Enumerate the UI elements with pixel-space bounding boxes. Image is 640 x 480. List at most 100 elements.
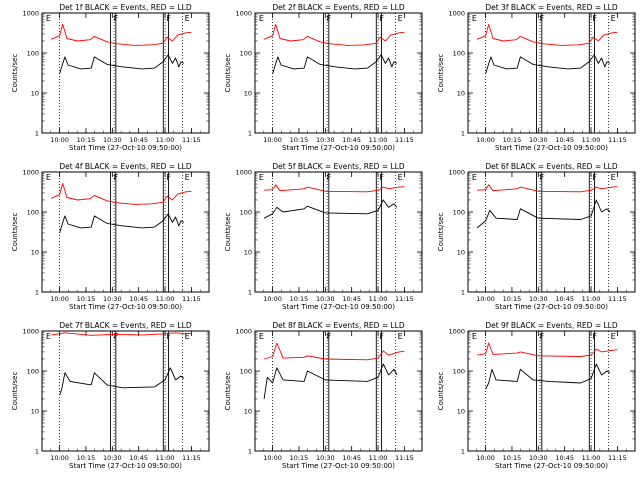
lld-rate-series [50,182,192,205]
panel-1: Det 1f BLACK = Events, RED = LLD 1 10 100 10… [11,3,210,152]
y-axis-label: Counts/sec [224,54,232,93]
x-tick-label: 10:00 [263,136,282,144]
panel-title: Det 7f BLACK = Events, RED = LLD [59,321,192,330]
y-tick-label: 100 [453,368,465,376]
x-tick-label: 11:00 [369,136,388,144]
y-tick-label: 1000 [448,10,465,18]
panel-3: Det 3f BLACK = Events, RED = LLD 1 10 100 10… [437,3,636,152]
x-tick-label: 10:00 [476,295,495,303]
panel-title: Det 6f BLACK = Events, RED = LLD [485,162,618,171]
y-tick-label: 1000 [448,169,465,177]
x-tick-label: 10:45 [555,295,574,303]
panel-9: Det 9f BLACK = Events, RED = LLD 1 10 100 10… [437,321,636,470]
event-rate-series [59,213,185,234]
x-tick-label: 10:30 [103,454,122,462]
flag-letter: F [379,173,384,182]
lld-rate-series [264,184,405,193]
panel-8: Det 8f BLACK = Events, RED = LLD 1 10 100 10… [224,321,423,470]
x-axis-label: Start Time (27-Oct-10 09:50:00) [282,462,395,470]
y-tick-label: 100 [240,209,252,217]
lld-rate-series [476,23,618,46]
flag-letter: E [472,332,477,341]
flag-letter: F [592,332,597,341]
x-tick-label: 11:15 [395,136,414,144]
flag-letter: E [185,14,190,23]
x-axis-label: Start Time (27-Oct-10 09:50:00) [495,462,608,470]
plot-frame [467,330,636,452]
x-axis-label: Start Time (27-Oct-10 09:50:00) [495,144,608,152]
x-tick-label: 10:00 [50,454,69,462]
y-tick-label: 1000 [235,10,252,18]
y-axis-label: Counts/sec [11,372,19,411]
flag-letter: F [540,173,545,182]
x-axis-label: Start Time (27-Oct-10 09:50:00) [69,462,182,470]
plot-frame [254,12,423,134]
flag-letter: E [611,332,616,341]
y-tick-label: 100 [27,50,39,58]
lld-rate-series [263,23,405,46]
y-axis-label: Counts/sec [11,213,19,252]
y-tick-label: 100 [240,368,252,376]
flag-letter: F [114,14,119,23]
flag-letter: F [166,14,171,23]
event-rate-series [485,54,611,75]
x-tick-label: 11:15 [182,136,201,144]
event-rate-series [272,54,398,75]
x-tick-label: 10:45 [129,295,148,303]
x-tick-label: 10:15 [290,136,309,144]
y-axis-label: Counts/sec [224,213,232,252]
x-tick-label: 11:00 [156,295,175,303]
y-tick-label: 1000 [22,169,39,177]
flag-letter: E [611,14,616,23]
event-rate-series [476,199,611,229]
x-tick-label: 10:00 [50,295,69,303]
x-tick-label: 10:30 [316,295,335,303]
y-axis-label: Counts/sec [437,372,445,411]
y-tick-label: 1000 [22,10,39,18]
panel-5: Det 5f BLACK = Events, RED = LLD 1 10 100 10… [224,162,423,311]
plot-frame [254,171,423,293]
x-tick-label: 10:15 [503,454,522,462]
event-rate-series [263,199,398,219]
lld-rate-series [50,23,192,46]
x-tick-label: 11:15 [395,454,414,462]
x-tick-label: 10:00 [50,136,69,144]
x-tick-label: 11:15 [182,295,201,303]
flag-letter: E [46,14,51,23]
x-axis-label: Start Time (27-Oct-10 09:50:00) [282,303,395,311]
flag-letter: E [398,14,403,23]
x-tick-label: 10:30 [529,454,548,462]
x-tick-label: 10:15 [77,136,96,144]
y-tick-label: 100 [27,368,39,376]
y-axis-label: Counts/sec [224,372,232,411]
y-tick-label: 1 [35,130,39,138]
x-tick-label: 11:15 [182,454,201,462]
x-tick-label: 10:00 [263,295,282,303]
x-tick-label: 10:30 [316,136,335,144]
flag-letter: F [379,14,384,23]
y-tick-label: 1000 [22,328,39,336]
panel-title: Det 1f BLACK = Events, RED = LLD [59,3,192,12]
x-tick-label: 10:15 [503,295,522,303]
y-tick-label: 10 [31,249,39,257]
y-tick-label: 10 [31,90,39,98]
flag-letter: E [185,332,190,341]
y-tick-label: 1 [248,289,252,297]
y-tick-label: 10 [244,408,252,416]
y-tick-label: 1000 [235,169,252,177]
x-tick-label: 10:45 [342,454,361,462]
flag-letter: F [166,332,171,341]
y-tick-label: 10 [244,249,252,257]
y-tick-label: 1 [461,130,465,138]
y-tick-label: 100 [27,209,39,217]
lld-rate-series [477,342,618,357]
flag-letter: F [540,14,545,23]
x-tick-label: 10:30 [529,136,548,144]
x-tick-label: 10:30 [103,136,122,144]
flag-letter: E [472,14,477,23]
lld-rate-series [263,342,405,361]
y-axis-label: Counts/sec [437,54,445,93]
x-tick-label: 10:00 [476,454,495,462]
x-tick-label: 11:15 [608,295,627,303]
y-tick-label: 100 [240,50,252,58]
